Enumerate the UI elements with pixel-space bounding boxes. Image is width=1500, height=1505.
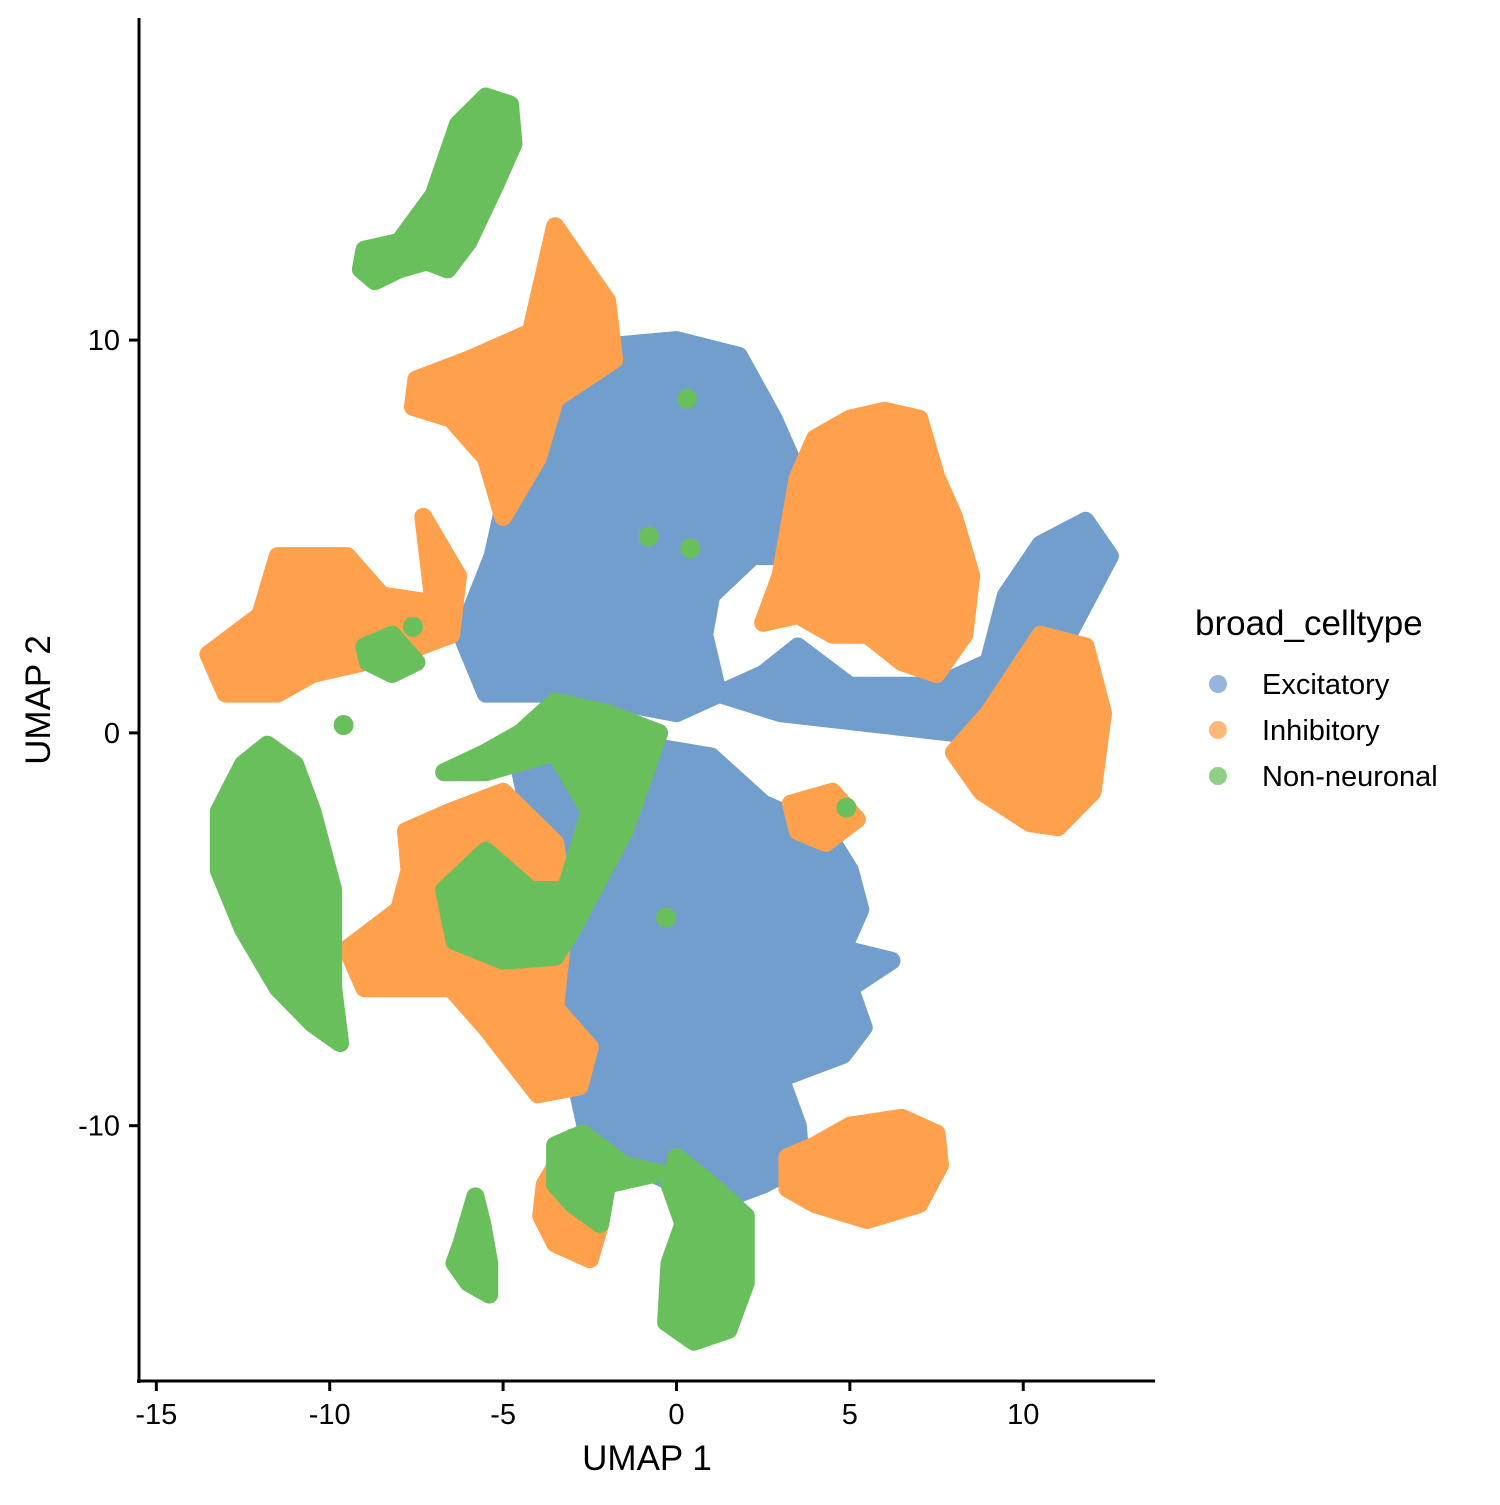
cluster-upper-left xyxy=(403,217,624,526)
cluster-bottom-left-thin xyxy=(445,1187,499,1304)
cluster-point xyxy=(656,907,677,928)
legend-item: Non-neuronal xyxy=(1209,761,1438,793)
cluster-center-arc xyxy=(435,692,669,970)
x-tick-label: 5 xyxy=(842,1399,858,1431)
cluster-top xyxy=(351,87,523,291)
data-clusters xyxy=(199,87,1119,1351)
cluster-lower-right xyxy=(778,1108,949,1229)
cluster-point xyxy=(638,526,659,547)
cluster-point xyxy=(333,715,354,736)
legend-items: Excitatory Inhibitory Non-neuronal xyxy=(1209,669,1438,793)
x-axis-ticks: -15 -10 -5 0 5 10 xyxy=(135,1382,1039,1431)
cluster-point xyxy=(680,538,701,559)
cluster-bottom-left-middle xyxy=(546,1124,669,1233)
cluster-left-large xyxy=(209,735,350,1053)
legend-marker xyxy=(1209,675,1227,693)
y-axis-title: UMAP 2 xyxy=(19,635,58,765)
x-axis-title: UMAP 1 xyxy=(582,1439,712,1478)
x-tick-label: 0 xyxy=(668,1399,684,1431)
series-non-neuronal xyxy=(209,87,857,1351)
cluster-right xyxy=(944,625,1112,837)
legend-marker xyxy=(1209,721,1227,739)
x-tick-label: -5 xyxy=(490,1399,516,1431)
x-tick-label: 10 xyxy=(1007,1399,1039,1431)
x-tick-label: -15 xyxy=(135,1399,177,1431)
cluster-point xyxy=(676,389,697,410)
legend-label: Inhibitory xyxy=(1262,715,1380,747)
cluster-bottom xyxy=(657,1148,755,1351)
cluster-point xyxy=(402,616,423,637)
legend-item: Excitatory xyxy=(1209,669,1390,701)
y-axis-ticks: -10 0 10 xyxy=(78,325,138,1143)
legend-title: broad_celltype xyxy=(1195,604,1423,643)
cluster-point xyxy=(836,797,857,818)
legend: broad_celltype Excitatory Inhibitory Non-n… xyxy=(1195,604,1438,793)
y-tick-label: -10 xyxy=(78,1111,120,1143)
y-tick-label: 0 xyxy=(104,718,120,750)
legend-marker xyxy=(1209,767,1227,785)
legend-item: Inhibitory xyxy=(1209,715,1380,747)
legend-label: Non-neuronal xyxy=(1262,761,1438,793)
cluster-right-upper xyxy=(754,401,981,683)
legend-label: Excitatory xyxy=(1262,669,1390,701)
cluster-left-small xyxy=(355,625,426,683)
y-tick-label: 10 xyxy=(88,325,120,357)
x-tick-label: -10 xyxy=(309,1399,351,1431)
